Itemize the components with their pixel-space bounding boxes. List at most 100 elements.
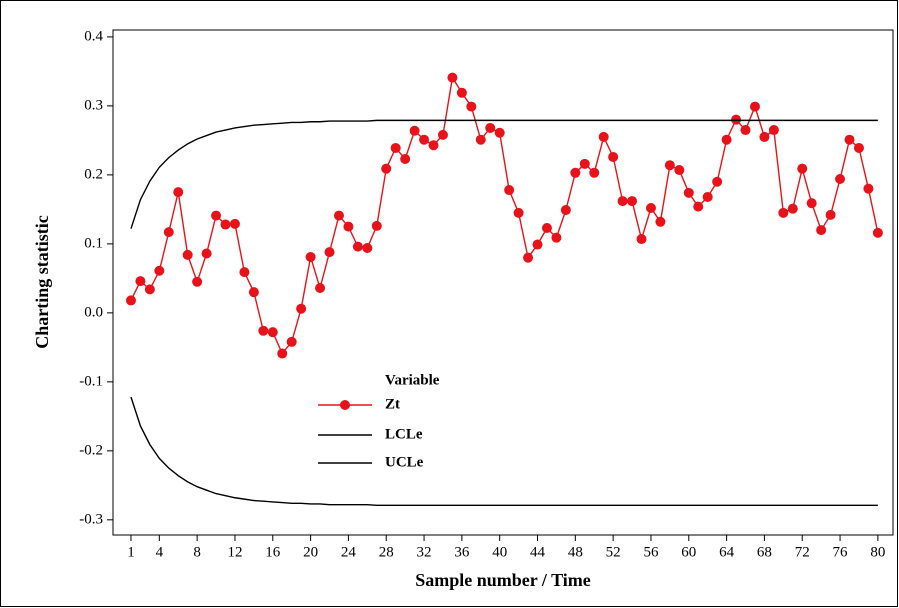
data-point: [192, 276, 203, 287]
y-axis-label: Charting statistic: [32, 215, 52, 349]
data-point: [201, 248, 212, 259]
x-tick-label: 20: [303, 544, 318, 560]
x-tick-label: 32: [417, 544, 432, 560]
data-point: [504, 185, 515, 196]
data-point: [144, 284, 155, 295]
data-point: [267, 327, 278, 338]
data-point: [182, 249, 193, 260]
data-point: [560, 205, 571, 216]
data-point: [154, 265, 165, 276]
data-point: [437, 129, 448, 140]
data-point: [229, 218, 240, 229]
data-point: [806, 198, 817, 209]
series-line: [130, 396, 878, 507]
data-point: [352, 241, 363, 252]
data-point: [324, 247, 335, 258]
x-tick-label: 12: [227, 544, 242, 560]
x-tick-label: 80: [870, 544, 885, 560]
data-point: [239, 267, 250, 278]
x-tick-label: 8: [193, 544, 201, 560]
data-point: [248, 287, 259, 298]
y-tick-label: 0.2: [84, 166, 103, 182]
data-point: [419, 134, 430, 145]
data-point: [683, 187, 694, 198]
data-point: [570, 167, 581, 178]
x-tick-label: 60: [681, 544, 696, 560]
data-point: [816, 225, 827, 236]
data-point: [825, 209, 836, 220]
data-point: [617, 196, 628, 207]
data-point: [333, 210, 344, 221]
x-tick-label: 76: [833, 544, 849, 560]
data-point: [485, 122, 496, 133]
data-point: [466, 101, 477, 112]
data-point: [362, 243, 373, 254]
data-point: [381, 163, 392, 174]
x-tick-label: 1: [127, 544, 135, 560]
data-point: [277, 348, 288, 359]
data-point: [523, 252, 534, 263]
data-point: [721, 134, 732, 145]
x-tick-label: 28: [379, 544, 394, 560]
data-point: [749, 101, 760, 112]
data-point: [693, 201, 704, 212]
data-point: [513, 207, 524, 218]
data-point: [579, 158, 590, 169]
data-point: [787, 203, 798, 214]
data-point: [125, 295, 136, 306]
x-axis-label: Sample number / Time: [415, 570, 591, 590]
data-point: [759, 131, 770, 142]
data-point: [475, 134, 486, 145]
data-point: [494, 127, 505, 138]
x-tick-label: 52: [606, 544, 621, 560]
data-point: [286, 336, 297, 347]
data-point: [315, 283, 326, 294]
legend-label: Zt: [385, 396, 400, 412]
x-tick-label: 44: [530, 544, 546, 560]
y-tick-label: 0.0: [84, 304, 103, 320]
data-point: [835, 174, 846, 185]
data-point: [343, 221, 354, 232]
data-point: [163, 227, 174, 238]
plot-frame: [112, 29, 894, 536]
data-point: [645, 202, 656, 213]
data-point: [702, 191, 713, 202]
y-tick-label: -0.2: [79, 442, 103, 458]
series-line: [130, 119, 878, 229]
data-point: [740, 125, 751, 136]
x-tick-label: 36: [454, 544, 470, 560]
series-line: [130, 75, 879, 355]
y-tick-label: -0.3: [79, 511, 103, 527]
x-tick-label: 4: [156, 544, 164, 560]
data-point: [371, 220, 382, 231]
y-tick-label: -0.1: [79, 373, 103, 389]
data-point: [844, 134, 855, 145]
data-point: [589, 167, 600, 178]
data-point: [390, 142, 401, 153]
data-point: [664, 160, 675, 171]
y-tick-label: 0.4: [84, 28, 103, 44]
data-point: [220, 219, 231, 230]
data-point: [778, 207, 789, 218]
x-tick-label: 72: [795, 544, 810, 560]
data-point: [135, 276, 146, 287]
x-tick-label: 68: [757, 544, 772, 560]
y-tick-label: 0.3: [84, 97, 103, 113]
x-tick-label: 56: [643, 544, 659, 560]
data-point: [863, 183, 874, 194]
x-tick-label: 16: [265, 544, 281, 560]
data-point: [797, 163, 808, 174]
legend-label: LCLe: [385, 426, 423, 442]
data-point: [608, 151, 619, 162]
y-tick-label: 0.1: [84, 235, 103, 251]
x-tick-label: 48: [568, 544, 583, 560]
data-point: [551, 232, 562, 243]
data-point: [712, 176, 723, 187]
data-point: [627, 196, 638, 207]
data-point: [305, 251, 316, 262]
data-point: [428, 140, 439, 151]
data-point: [636, 234, 647, 245]
data-point: [447, 72, 458, 83]
